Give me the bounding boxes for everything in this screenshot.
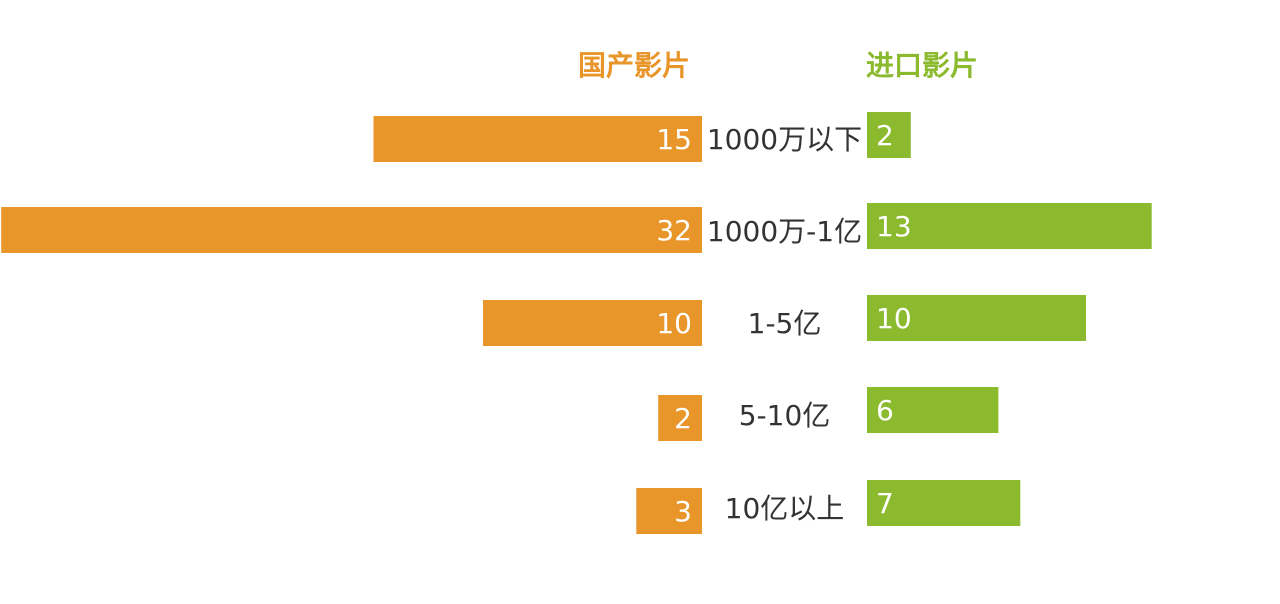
bar-imported — [867, 295, 1086, 341]
category-label: 1-5亿 — [748, 307, 822, 340]
value-label-imported: 2 — [876, 119, 894, 152]
legend-imported: 进口影片 — [866, 49, 978, 82]
legend-domestic: 国产影片 — [578, 49, 690, 82]
value-label-domestic: 15 — [656, 123, 692, 156]
value-label-imported: 13 — [876, 210, 912, 243]
bar-domestic — [483, 300, 702, 346]
value-label-imported: 6 — [876, 394, 894, 427]
value-label-domestic: 10 — [656, 307, 692, 340]
category-label: 1000万以下 — [707, 123, 862, 156]
bar-domestic — [373, 116, 702, 162]
category-label: 1000万-1亿 — [707, 215, 862, 248]
bar-domestic — [1, 207, 702, 253]
value-label-domestic: 2 — [674, 402, 692, 435]
bar-imported — [867, 387, 999, 433]
bar-imported — [867, 112, 911, 158]
bar-imported — [867, 480, 1021, 526]
category-label: 5-10亿 — [739, 399, 831, 432]
category-label: 10亿以上 — [725, 492, 845, 525]
value-label-imported: 10 — [876, 302, 912, 335]
bar-imported — [867, 203, 1152, 249]
bars-group: 15 2 1000万以下 32 13 1000万-1亿 10 10 1-5亿 2 6 5-10亿 3 71… — [1, 112, 1152, 534]
value-label-imported: 7 — [876, 487, 894, 520]
value-label-domestic: 3 — [674, 495, 692, 528]
bar-domestic — [636, 488, 702, 534]
value-label-domestic: 32 — [656, 214, 692, 247]
bar-domestic — [658, 395, 702, 441]
